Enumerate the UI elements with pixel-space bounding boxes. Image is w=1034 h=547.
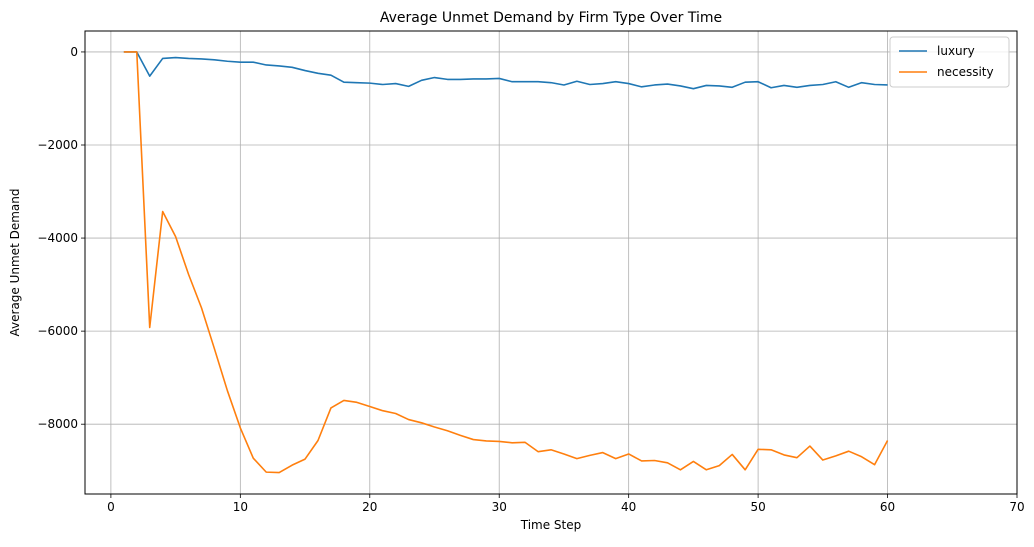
x-tick-label: 40 xyxy=(621,500,636,514)
x-tick-label: 10 xyxy=(233,500,248,514)
legend-box xyxy=(889,36,1010,88)
y-axis-label: Average Unmet Demand xyxy=(8,189,22,337)
x-tick-label: 50 xyxy=(750,500,765,514)
legend-label-luxury: luxury xyxy=(937,44,975,58)
x-tick-label: 20 xyxy=(362,500,377,514)
series-line-luxury xyxy=(123,51,888,90)
legend: luxury necessity xyxy=(889,36,1010,88)
y-tick-label: −4000 xyxy=(37,231,78,245)
y-tick-label: 0 xyxy=(70,45,78,59)
series-lines xyxy=(123,51,889,474)
legend-label-necessity: necessity xyxy=(937,65,994,79)
chart-title: Average Unmet Demand by Firm Type Over T… xyxy=(380,10,722,26)
y-tick-label: −6000 xyxy=(37,324,78,338)
y-tick-label: −2000 xyxy=(37,138,78,152)
x-tick-label: 70 xyxy=(1009,500,1024,514)
x-tick-label: 0 xyxy=(107,500,115,514)
x-tick-label: 60 xyxy=(880,500,895,514)
axis-ticks: 0 10 20 30 40 50 60 70 0 −2000 −4000 −6000 −8000 xyxy=(37,45,1024,514)
x-axis-label: Time Step xyxy=(520,518,582,532)
x-tick-label: 30 xyxy=(492,500,507,514)
y-tick-label: −8000 xyxy=(37,417,78,431)
series-line-necessity xyxy=(123,51,889,474)
plot-frame xyxy=(84,30,1018,495)
